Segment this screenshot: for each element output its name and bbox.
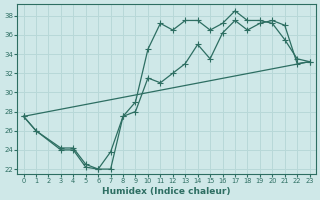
X-axis label: Humidex (Indice chaleur): Humidex (Indice chaleur)	[102, 187, 231, 196]
